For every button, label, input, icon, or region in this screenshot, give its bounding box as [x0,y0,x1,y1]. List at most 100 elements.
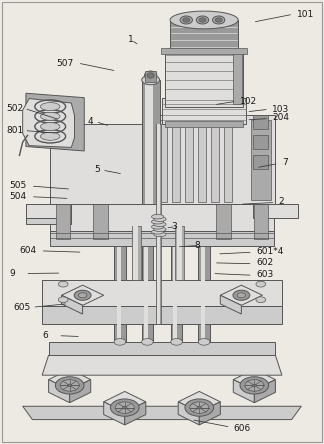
Text: 504: 504 [10,192,27,201]
Polygon shape [26,218,71,224]
Ellipse shape [256,281,266,287]
Polygon shape [49,342,275,355]
Ellipse shape [58,297,68,303]
Polygon shape [254,380,275,403]
Text: 4: 4 [87,117,93,126]
Bar [165,49,243,107]
Bar [133,226,138,280]
Ellipse shape [115,402,134,413]
Ellipse shape [151,214,164,219]
Ellipse shape [78,293,87,298]
Ellipse shape [233,290,250,300]
Ellipse shape [40,112,60,120]
Bar [171,213,182,342]
Polygon shape [23,99,75,147]
Ellipse shape [151,219,164,224]
Bar [175,226,184,280]
Ellipse shape [154,217,166,222]
Bar [198,213,210,342]
Text: 204: 204 [272,113,289,122]
Polygon shape [42,355,282,375]
Bar [159,120,167,202]
Polygon shape [253,204,298,218]
Text: 605: 605 [13,303,30,312]
Bar [145,71,156,82]
Bar [165,121,243,127]
Bar [162,98,246,124]
Ellipse shape [171,210,182,217]
Ellipse shape [185,399,214,416]
Bar [142,80,160,204]
Text: 7: 7 [282,158,288,167]
Text: 505: 505 [10,181,27,190]
Bar [172,120,180,202]
Bar [161,48,247,54]
Polygon shape [50,231,274,246]
Text: 603: 603 [256,270,273,279]
Bar [142,213,153,342]
Ellipse shape [154,232,166,237]
Ellipse shape [154,222,166,226]
Bar [185,120,193,202]
Text: 2: 2 [279,197,284,206]
Ellipse shape [198,210,210,217]
Text: 5: 5 [94,165,100,174]
Ellipse shape [142,75,159,85]
Polygon shape [50,124,143,204]
Polygon shape [220,285,262,305]
Ellipse shape [154,227,166,232]
Bar [170,20,238,51]
Polygon shape [49,380,70,403]
Text: 507: 507 [57,59,74,67]
Text: 601*4: 601*4 [256,247,283,256]
Bar [156,124,161,324]
Bar [56,202,70,239]
Ellipse shape [114,210,126,217]
Ellipse shape [252,384,257,387]
Ellipse shape [142,338,153,345]
Bar [198,120,206,202]
Ellipse shape [40,132,60,140]
Ellipse shape [145,71,157,80]
Bar [132,226,141,280]
Polygon shape [104,402,125,425]
Polygon shape [143,115,275,204]
Ellipse shape [147,73,154,78]
Text: 502: 502 [6,104,24,113]
Bar [211,120,219,202]
Bar [114,213,126,342]
Bar [253,155,268,169]
Polygon shape [178,402,199,425]
Bar [157,124,160,324]
Polygon shape [42,280,282,306]
Ellipse shape [40,123,60,131]
Text: 3: 3 [172,222,178,231]
Polygon shape [26,93,84,151]
Ellipse shape [199,18,206,22]
Text: 1: 1 [128,36,134,44]
Polygon shape [26,204,71,218]
Bar [201,213,205,342]
Polygon shape [23,406,301,420]
Ellipse shape [213,16,225,24]
Polygon shape [233,369,275,390]
Ellipse shape [60,380,79,391]
Ellipse shape [171,338,182,345]
Ellipse shape [142,210,153,217]
Ellipse shape [197,406,201,409]
Bar [233,51,242,104]
Ellipse shape [114,338,126,345]
Bar [145,80,153,204]
Text: 602: 602 [256,258,273,267]
Ellipse shape [122,406,127,409]
Polygon shape [233,380,254,403]
Ellipse shape [183,18,190,22]
Bar [177,226,182,280]
Polygon shape [220,295,241,314]
Text: 604: 604 [19,246,37,255]
Ellipse shape [55,377,84,394]
Ellipse shape [40,103,60,111]
Text: 102: 102 [240,97,257,106]
Polygon shape [199,402,220,425]
Bar [173,213,177,342]
